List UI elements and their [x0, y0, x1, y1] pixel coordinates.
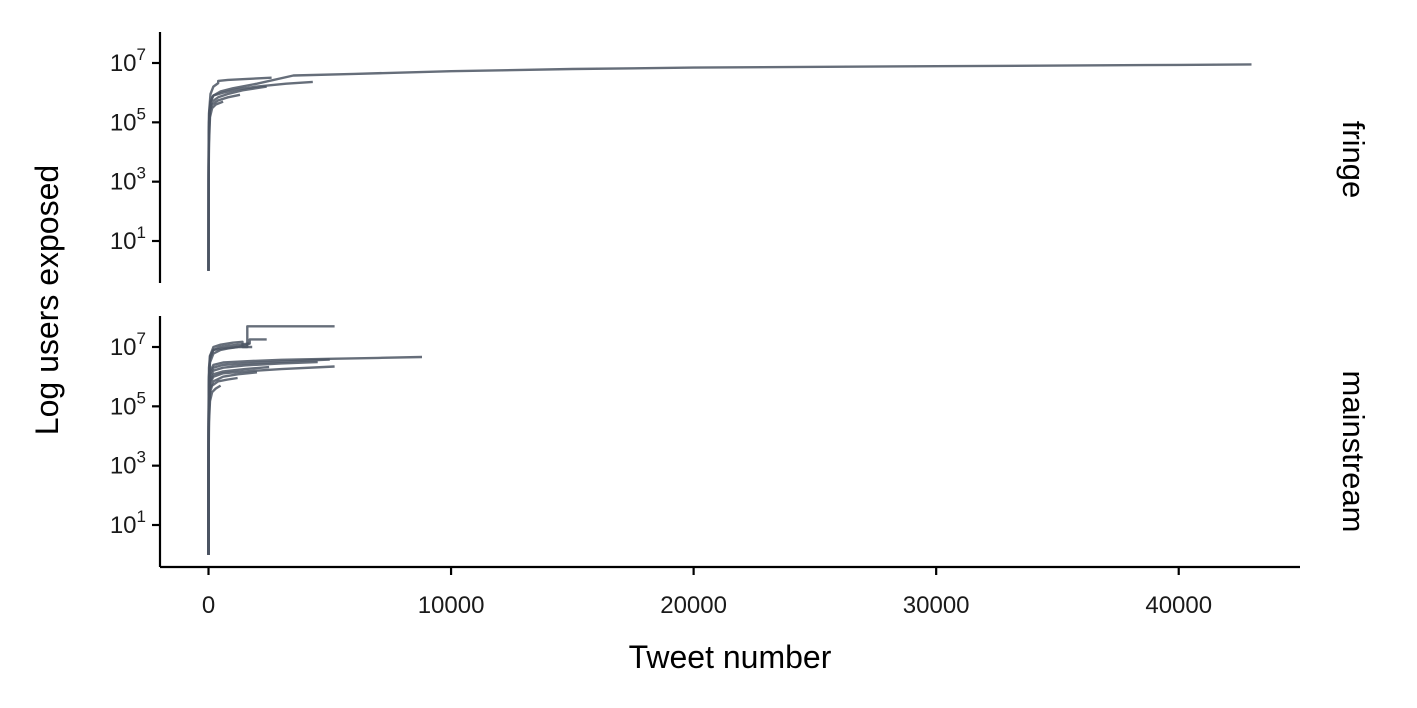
- series-line-fringe-5: [207, 93, 241, 271]
- plot-layer: 101 103 105 107 fringe 101 103 105 107 mainstream…: [110, 32, 1371, 619]
- y-tick-label: 101: [110, 223, 146, 255]
- y-tick-label: 107: [110, 45, 146, 77]
- x-tick-label: 30000: [903, 592, 970, 619]
- y-tick-label: 105: [110, 104, 146, 136]
- y-tick-label: 103: [110, 448, 146, 480]
- series-line-fringe-4: [207, 85, 267, 271]
- series-line-mainstream-8: [207, 365, 270, 555]
- series-line-mainstream-10: [207, 376, 238, 555]
- series-line-mainstream-11: [207, 384, 222, 555]
- x-tick-label: 40000: [1145, 592, 1212, 619]
- facet-panel-fringe: 101 103 105 107 fringe: [110, 32, 1371, 283]
- y-tick-label: 103: [110, 164, 146, 196]
- series-line-fringe-2: [207, 76, 272, 271]
- x-tick-label: 0: [202, 592, 215, 619]
- facet-panel-mainstream: 101 103 105 107 mainstream: [110, 316, 1371, 567]
- y-tick-label: 101: [110, 507, 146, 539]
- x-axis-title: Tweet number: [629, 639, 832, 675]
- y-tick-label: 105: [110, 388, 146, 420]
- series-line-mainstream-9: [207, 371, 258, 555]
- x-tick-label: 10000: [418, 592, 485, 619]
- series-line-mainstream-7: [207, 365, 335, 555]
- series-line-mainstream-5: [207, 355, 423, 555]
- y-axis-title: Log users exposed: [29, 165, 65, 435]
- series-line-mainstream-6: [207, 358, 330, 555]
- y-tick-label: 107: [110, 329, 146, 361]
- x-tick-label: 20000: [660, 592, 727, 619]
- series-line-fringe-3: [207, 80, 313, 271]
- facet-strip-label: fringe: [1336, 121, 1371, 199]
- series-line-fringe-1: [207, 63, 1252, 271]
- series-line-fringe-6: [207, 100, 224, 271]
- facet-strip-label: mainstream: [1336, 371, 1371, 533]
- series-line-mainstream-12: [207, 360, 318, 555]
